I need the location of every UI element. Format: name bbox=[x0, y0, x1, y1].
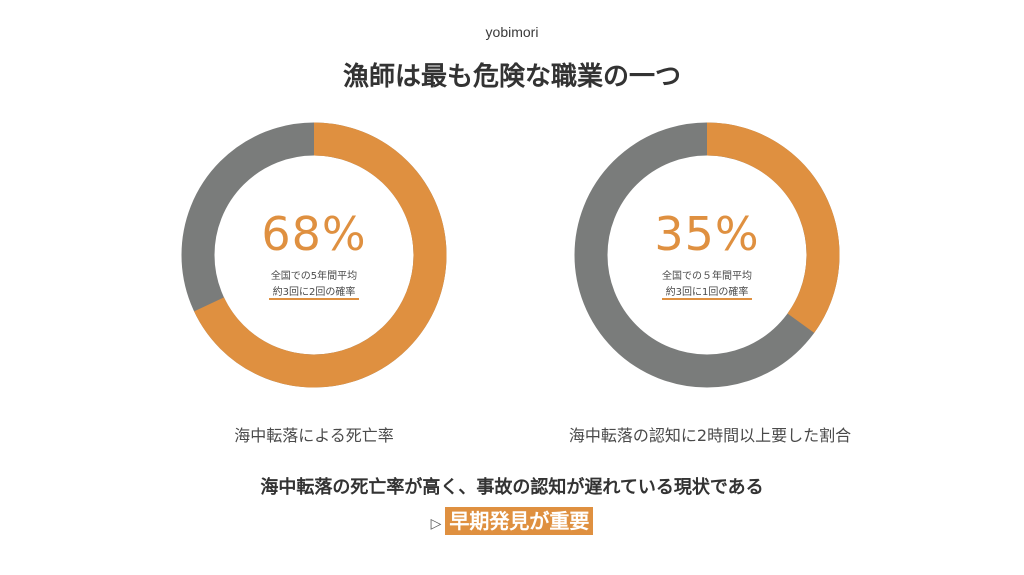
donut-center: 35% 全国での５年間平均 約3回に1回の確率 bbox=[573, 121, 841, 389]
highlight-badge: 早期発見が重要 bbox=[445, 507, 594, 535]
period-label: 全国での５年間平均 bbox=[662, 271, 752, 282]
key-message: ▷ 早期発見が重要 bbox=[0, 507, 1024, 535]
donut-svg-right bbox=[574, 122, 840, 388]
donut-svg-left bbox=[181, 122, 447, 388]
triangle-arrow-icon: ▷ bbox=[430, 516, 442, 532]
conclusion-text: 海中転落の死亡率が高く、事故の認知が遅れている現状である bbox=[260, 477, 764, 498]
donut-center: 68% 全国での5年間平均 約3回に2回の確率 bbox=[180, 121, 448, 389]
percent-value: 35% bbox=[654, 207, 760, 261]
accent-underline bbox=[269, 298, 359, 300]
donut-value-arc bbox=[194, 122, 447, 388]
period-label: 全国での5年間平均 bbox=[270, 271, 358, 282]
donut-chart-death-rate: 68% 全国での5年間平均 約3回に2回の確率 bbox=[180, 121, 448, 389]
donut-chart-detection-delay: 35% 全国での５年間平均 約3回に1回の確率 bbox=[573, 121, 841, 389]
brand-name: yobimori bbox=[485, 24, 539, 40]
caption-death-rate: 海中転落による死亡率 bbox=[234, 426, 394, 445]
probability-label: 約3回に2回の確率 bbox=[272, 287, 356, 298]
caption-detection-delay: 海中転落の認知に2時間以上要した割合 bbox=[568, 426, 852, 445]
probability-label: 約3回に1回の確率 bbox=[665, 287, 749, 298]
accent-underline bbox=[662, 298, 752, 300]
page-title: 漁師は最も危険な職業の一つ bbox=[342, 62, 681, 92]
donut-value-arc bbox=[706, 122, 840, 333]
percent-value: 68% bbox=[261, 207, 367, 261]
